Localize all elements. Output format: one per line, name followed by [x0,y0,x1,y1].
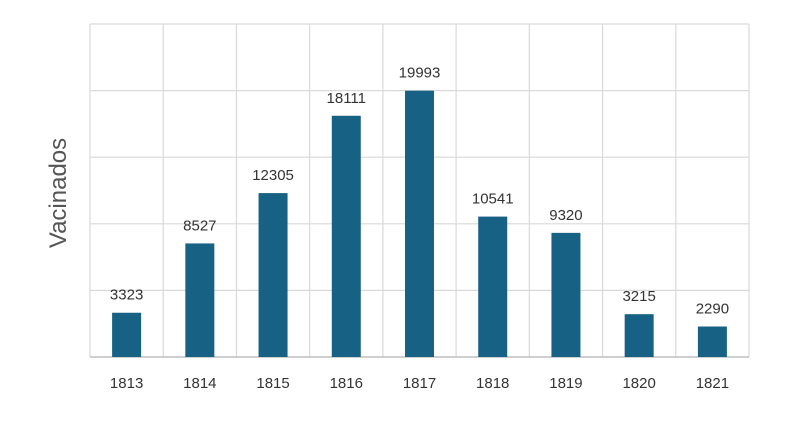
bar-1817 [405,90,434,357]
bar-1820 [624,314,654,357]
x-tick-label: 1817 [403,375,436,392]
x-tick-label: 1819 [549,375,582,392]
data-label: 12305 [252,167,294,184]
x-tick-label: 1816 [330,375,363,392]
bar-1815 [258,193,288,357]
data-label: 8527 [183,217,216,234]
bar-1821 [697,326,727,357]
data-label: 3215 [622,288,655,305]
data-labels: 3323 8527 12305 18111 19993 10541 9320 3215 2290 [110,65,729,318]
x-tick-label: 1814 [183,375,216,392]
x-tick-label: 1815 [256,375,289,392]
x-tick-label: 1818 [476,375,509,392]
data-label: 18111 [327,90,367,107]
bar-1814 [185,243,215,357]
bar-1813 [112,312,142,357]
x-tick-label: 1820 [622,375,655,392]
y-axis-title: Vacinados [45,138,72,248]
bar-1816 [331,115,361,358]
data-label: 2290 [696,300,729,317]
data-label: 19993 [399,65,441,82]
data-label: 9320 [549,207,582,224]
data-label: 10541 [472,191,514,208]
x-tick-labels: 1813 1814 1815 1816 1817 1818 1819 1820 1821 [110,375,729,392]
x-tick-label: 1813 [110,375,143,392]
bar-1819 [551,232,581,357]
bar-series [112,90,727,358]
chart-grid [89,23,750,358]
data-label: 3323 [110,287,143,304]
bar-1818 [478,216,508,357]
x-tick-label: 1821 [696,375,729,392]
